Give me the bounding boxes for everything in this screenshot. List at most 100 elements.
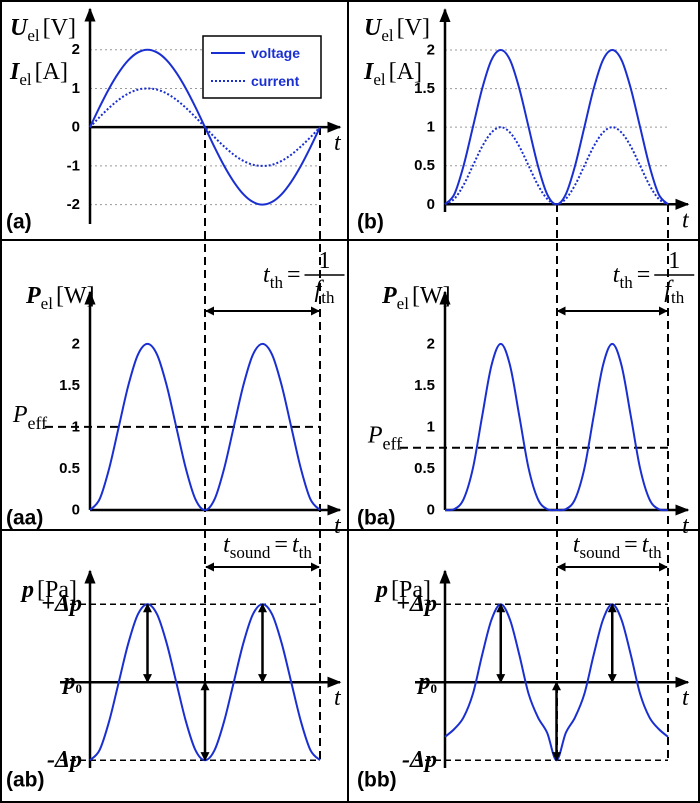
- series-line: [89, 342, 321, 512]
- legend-label: voltage: [251, 45, 300, 61]
- period-eq: =: [274, 532, 288, 558]
- series-line: [89, 48, 321, 206]
- y-tick-label: -2: [67, 196, 80, 213]
- period-eq: =: [637, 262, 651, 288]
- y-tick-label: 2: [427, 42, 435, 59]
- label-symbol: p: [374, 577, 388, 603]
- label-unit: [Pa]: [391, 577, 431, 603]
- y-tick-label: -Δp: [402, 747, 437, 773]
- label-symbol: p: [20, 577, 34, 603]
- reference-label: Peff: [367, 423, 402, 454]
- label-unit: [V]: [43, 15, 76, 41]
- fraction-den: fth: [315, 277, 335, 307]
- ref-symbol: P: [12, 402, 28, 428]
- tick-text: +Δp: [396, 591, 437, 617]
- label-unit: [A]: [35, 59, 68, 85]
- panel-label: (ba): [357, 507, 396, 530]
- y-tick-label: 0: [72, 502, 80, 519]
- label-symbol: I: [363, 59, 375, 85]
- x-axis-label: t: [682, 513, 690, 539]
- ref-sub: eff: [383, 434, 403, 454]
- tick-text: -Δp: [47, 747, 82, 773]
- period-label: tth =: [613, 262, 650, 292]
- label-symbol: U: [10, 15, 29, 41]
- connectors: [204, 127, 669, 762]
- tick-sub: 0: [76, 681, 83, 696]
- period-eq: =: [624, 532, 638, 558]
- den-symbol: f: [664, 277, 674, 303]
- label-sub: el: [41, 294, 54, 313]
- label-symbol: P: [25, 283, 41, 309]
- den-symbol: f: [315, 277, 325, 303]
- fraction-num: 1: [319, 248, 331, 274]
- label-symbol: U: [364, 15, 383, 41]
- panel-label: (b): [357, 211, 384, 234]
- y-tick-label: 1: [72, 80, 80, 97]
- panel-label: (aa): [6, 507, 43, 530]
- label-symbol: P: [381, 283, 397, 309]
- label-unit: [W]: [412, 283, 451, 309]
- period-rhs-sub: th: [648, 543, 662, 562]
- label-sub: el: [373, 70, 386, 89]
- y-tick-label: 1: [427, 119, 435, 136]
- ref-symbol: P: [367, 423, 383, 449]
- period-sub: sound: [230, 543, 271, 562]
- period-sub: th: [619, 273, 633, 292]
- x-axis-label: t: [334, 130, 342, 156]
- y-axis-label: Iel [A]: [9, 59, 68, 89]
- label-symbol: I: [9, 59, 21, 85]
- period-symbol: t: [263, 262, 271, 288]
- den-sub: th: [321, 288, 335, 307]
- fraction-num: 1: [668, 248, 680, 274]
- y-tick-label: 0.5: [414, 157, 435, 174]
- period-sub: sound: [580, 543, 621, 562]
- y-tick-label: 2: [427, 335, 435, 352]
- y-tick-label: -1: [67, 157, 80, 174]
- label-unit: [Pa]: [37, 577, 77, 603]
- period-label: tth =: [263, 262, 300, 292]
- y-axis-label: Pel [W]: [25, 283, 95, 313]
- y-axis-label: Iel [A]: [363, 59, 422, 89]
- series-line: [444, 342, 669, 512]
- label-sub: el: [397, 294, 410, 313]
- label-sub: el: [27, 26, 40, 45]
- reference-label: Peff: [12, 402, 47, 433]
- y-tick-label: 0: [72, 119, 80, 136]
- y-tick-label: +Δp: [41, 591, 82, 617]
- period-label: tsound = tth: [573, 532, 662, 562]
- panel-label: (bb): [357, 769, 397, 792]
- panel-label: (ab): [6, 769, 45, 792]
- panel-label: (a): [6, 211, 32, 234]
- tick-text: +Δp: [41, 591, 82, 617]
- period-rhs-sub: th: [299, 543, 313, 562]
- y-tick-label: 1.5: [414, 80, 435, 97]
- period-rhs: t: [642, 532, 650, 558]
- period-symbol: t: [573, 532, 581, 558]
- period-eq: =: [287, 262, 301, 288]
- x-axis-label: t: [682, 685, 690, 711]
- label-unit: [W]: [56, 283, 95, 309]
- series-line: [444, 126, 669, 206]
- y-tick-label: +Δp: [396, 591, 437, 617]
- y-axis-label: p [Pa]: [20, 577, 77, 603]
- den-sub: th: [671, 288, 685, 307]
- label-unit: [V]: [397, 15, 430, 41]
- label-sub: el: [19, 70, 32, 89]
- y-tick-label: 0: [427, 502, 435, 519]
- y-tick-label: 0.5: [414, 460, 435, 477]
- tick-text: -Δp: [402, 747, 437, 773]
- y-tick-label: 2: [72, 335, 80, 352]
- y-tick-label: 0: [427, 196, 435, 213]
- period-sub: th: [270, 273, 284, 292]
- y-axis-label: p [Pa]: [374, 577, 431, 603]
- y-tick-label: -Δp: [47, 747, 82, 773]
- y-tick-label: 2: [72, 41, 80, 58]
- legend-box: [202, 35, 322, 99]
- fraction-den: fth: [664, 277, 684, 307]
